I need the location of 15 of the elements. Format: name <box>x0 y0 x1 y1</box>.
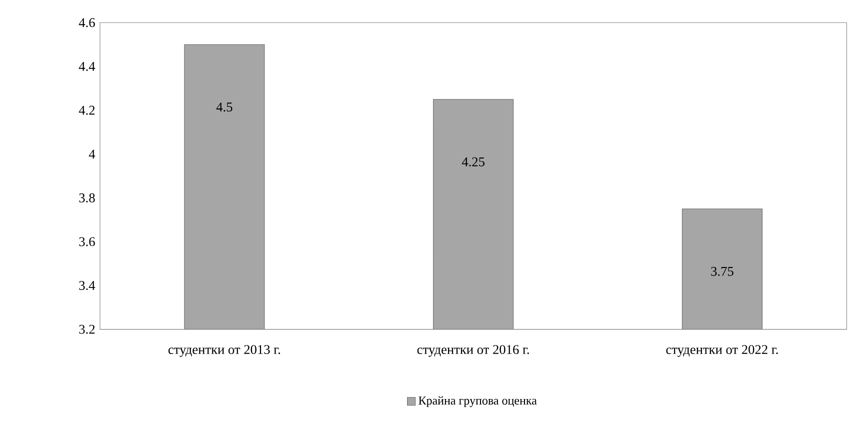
data-label: 4.25 <box>462 157 484 166</box>
legend-label: Крайна групова оценка <box>418 396 537 407</box>
x-tick-label: студентки от 2022 г. <box>666 344 778 357</box>
x-tick-label: студентки от 2016 г. <box>417 344 529 357</box>
y-tick-label: 3.4 <box>79 280 96 290</box>
data-label: 3.75 <box>711 266 734 276</box>
y-tick-label: 4.4 <box>78 62 96 71</box>
y-tick-label: 4.6 <box>78 18 95 28</box>
data-label: 4.5 <box>216 102 232 112</box>
x-tick-label: студентки от 2013 г. <box>168 344 280 357</box>
y-tick-label: 4.2 <box>78 106 95 115</box>
y-tick-label: 3.2 <box>79 324 95 334</box>
y-tick-label: 4 <box>88 150 96 158</box>
y-tick-label: 3.6 <box>79 237 95 246</box>
y-tick-label: 3.8 <box>79 193 95 202</box>
